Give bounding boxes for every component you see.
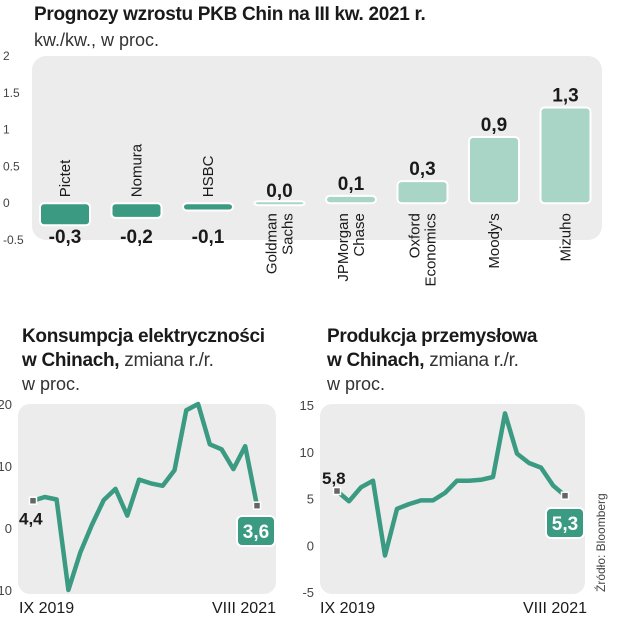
svg-text:Oxford: Oxford xyxy=(407,213,424,258)
bar-value-label: 0,1 xyxy=(338,174,365,195)
industry-chart-x-start-label: IX 2019 xyxy=(320,600,375,617)
bar-mizuho xyxy=(539,106,592,205)
industry-unit-label: w proc. xyxy=(327,374,386,394)
industry-chart-start-point xyxy=(332,486,342,496)
bar-chart-panel xyxy=(32,56,602,240)
bar-y-tick-label: 2 xyxy=(3,49,10,63)
bar-value-label: 0,9 xyxy=(481,115,507,136)
bar-pictet xyxy=(39,202,91,227)
bar-category-label: Moody's xyxy=(486,213,503,268)
bar-category-label: JPMorgan Chase xyxy=(335,213,368,281)
electricity-chart-end-badge xyxy=(236,515,276,547)
svg-text:Goldman: Goldman xyxy=(264,213,281,274)
svg-text:Moody's: Moody's xyxy=(486,213,503,268)
bar-category-label: Pictet xyxy=(57,159,74,197)
industry-chart-end-label: 5,3 xyxy=(552,514,578,535)
bar-y-tick-label: 1.5 xyxy=(3,86,20,100)
electricity-chart-end-label: 3,6 xyxy=(243,522,269,543)
bar-y-tick-label: 0 xyxy=(3,196,10,210)
bar-y-tick-label: -0.5 xyxy=(3,233,24,247)
chart-unit-label: kw./kw., w proc. xyxy=(34,30,160,50)
industry-title-line1: Produkcja przemysłowa xyxy=(327,326,538,347)
industry-title-line2: w Chinach, zmiana r./r. xyxy=(327,349,537,373)
electricity-title-line2: w Chinach, zmiana r./r. xyxy=(22,349,265,373)
svg-text:Chase: Chase xyxy=(351,213,368,256)
electricity-chart-series-line xyxy=(30,401,260,593)
electricity-chart-start-label: 4,4 xyxy=(19,510,43,529)
electricity-chart-y-tick-label: 0 xyxy=(5,521,12,536)
bar-value-label: -0,2 xyxy=(120,227,153,248)
svg-text:Economics: Economics xyxy=(423,213,440,286)
bar-hsbc xyxy=(182,202,234,212)
industry-chart-y-tick-label: 0 xyxy=(307,538,314,553)
bar-goldman-sachs xyxy=(253,200,306,207)
bar-value-label: 0,3 xyxy=(409,159,435,180)
electricity-title-normal: zmiana r./r. xyxy=(124,350,214,371)
svg-text:Mizuho: Mizuho xyxy=(558,213,575,261)
bar-y-tick-label: 1 xyxy=(3,123,10,137)
electricity-chart-y-tick-label: -10 xyxy=(0,583,12,598)
electricity-title-line1: Konsumpcja elektryczności xyxy=(22,326,265,347)
bar-moody-s xyxy=(468,135,520,205)
industry-chart-series-line xyxy=(334,411,568,558)
electricity-title-bold: w Chinach, xyxy=(22,350,120,371)
electricity-chart-end-point xyxy=(252,501,262,510)
bar-category-label: Oxford Economics xyxy=(407,213,440,286)
bar-jpmorgan-chase xyxy=(325,194,377,205)
industry-chart-heading: Produkcja przemysłowa w Chinach, zmiana … xyxy=(327,325,537,395)
electricity-chart-start-point xyxy=(28,496,38,505)
bar-value-label: 0,0 xyxy=(266,181,292,202)
svg-text:HSBC: HSBC xyxy=(200,155,217,197)
svg-text:Sachs: Sachs xyxy=(280,213,297,255)
bar-y-tick-label: 0.5 xyxy=(3,159,20,173)
bar-category-label: Nomura xyxy=(129,143,146,197)
industry-title-bold: w Chinach, xyxy=(327,350,425,371)
electricity-chart-y-tick-label: 10 xyxy=(0,459,12,474)
electricity-chart-x-end-label: VIII 2021 xyxy=(212,600,276,617)
industry-chart-end-badge xyxy=(545,507,585,539)
bar-oxford-economics xyxy=(396,180,449,205)
industry-chart-y-tick-label: -5 xyxy=(302,585,314,600)
svg-text:Pictet: Pictet xyxy=(57,159,74,197)
chart-title: Prognozy wzrostu PKB Chin na III kw. 202… xyxy=(34,4,426,25)
industry-chart-start-label: 5,8 xyxy=(322,469,346,488)
industry-chart-y-tick-label: 10 xyxy=(300,445,314,460)
electricity-chart-y-tick-label: 20 xyxy=(0,397,12,412)
industry-title-normal: zmiana r./r. xyxy=(429,350,519,371)
electricity-chart-heading: Konsumpcja elektryczności w Chinach, zmi… xyxy=(22,325,265,395)
electricity-unit-label: w proc. xyxy=(22,374,81,394)
industry-chart-y-tick-label: 5 xyxy=(307,492,314,507)
electricity-chart-x-start-label: IX 2019 xyxy=(19,600,74,617)
bar-nomura xyxy=(110,202,163,219)
svg-text:Nomura: Nomura xyxy=(129,143,146,197)
bar-value-label: -0,1 xyxy=(192,227,225,248)
industry-chart-x-end-label: VIII 2021 xyxy=(523,600,587,617)
industry-chart-end-point xyxy=(560,491,570,500)
bar-category-label: Mizuho xyxy=(558,213,575,261)
bar-category-label: HSBC xyxy=(200,155,217,197)
svg-text:JPMorgan: JPMorgan xyxy=(335,213,352,281)
industry-chart-y-tick-label: 15 xyxy=(300,398,314,413)
bar-value-label: 1,3 xyxy=(552,86,578,107)
industry-chart-panel xyxy=(320,404,585,594)
bar-category-label: Goldman Sachs xyxy=(264,213,297,274)
bar-value-label: -0,3 xyxy=(49,227,82,248)
